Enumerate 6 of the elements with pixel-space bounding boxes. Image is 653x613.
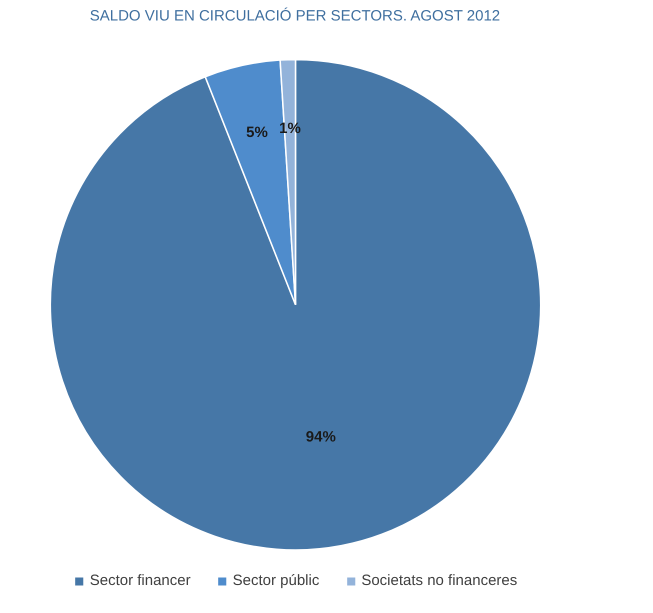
legend-label: Sector financer [90,572,191,589]
chart-title: SALDO VIU EN CIRCULACIÓ PER SECTORS. AGOST 2012 [90,6,500,24]
data-label: 94% [306,428,336,446]
data-label: 5% [246,124,268,141]
legend-label: Sector públic [232,572,320,589]
legend-label: Societats no financeres [361,572,518,589]
